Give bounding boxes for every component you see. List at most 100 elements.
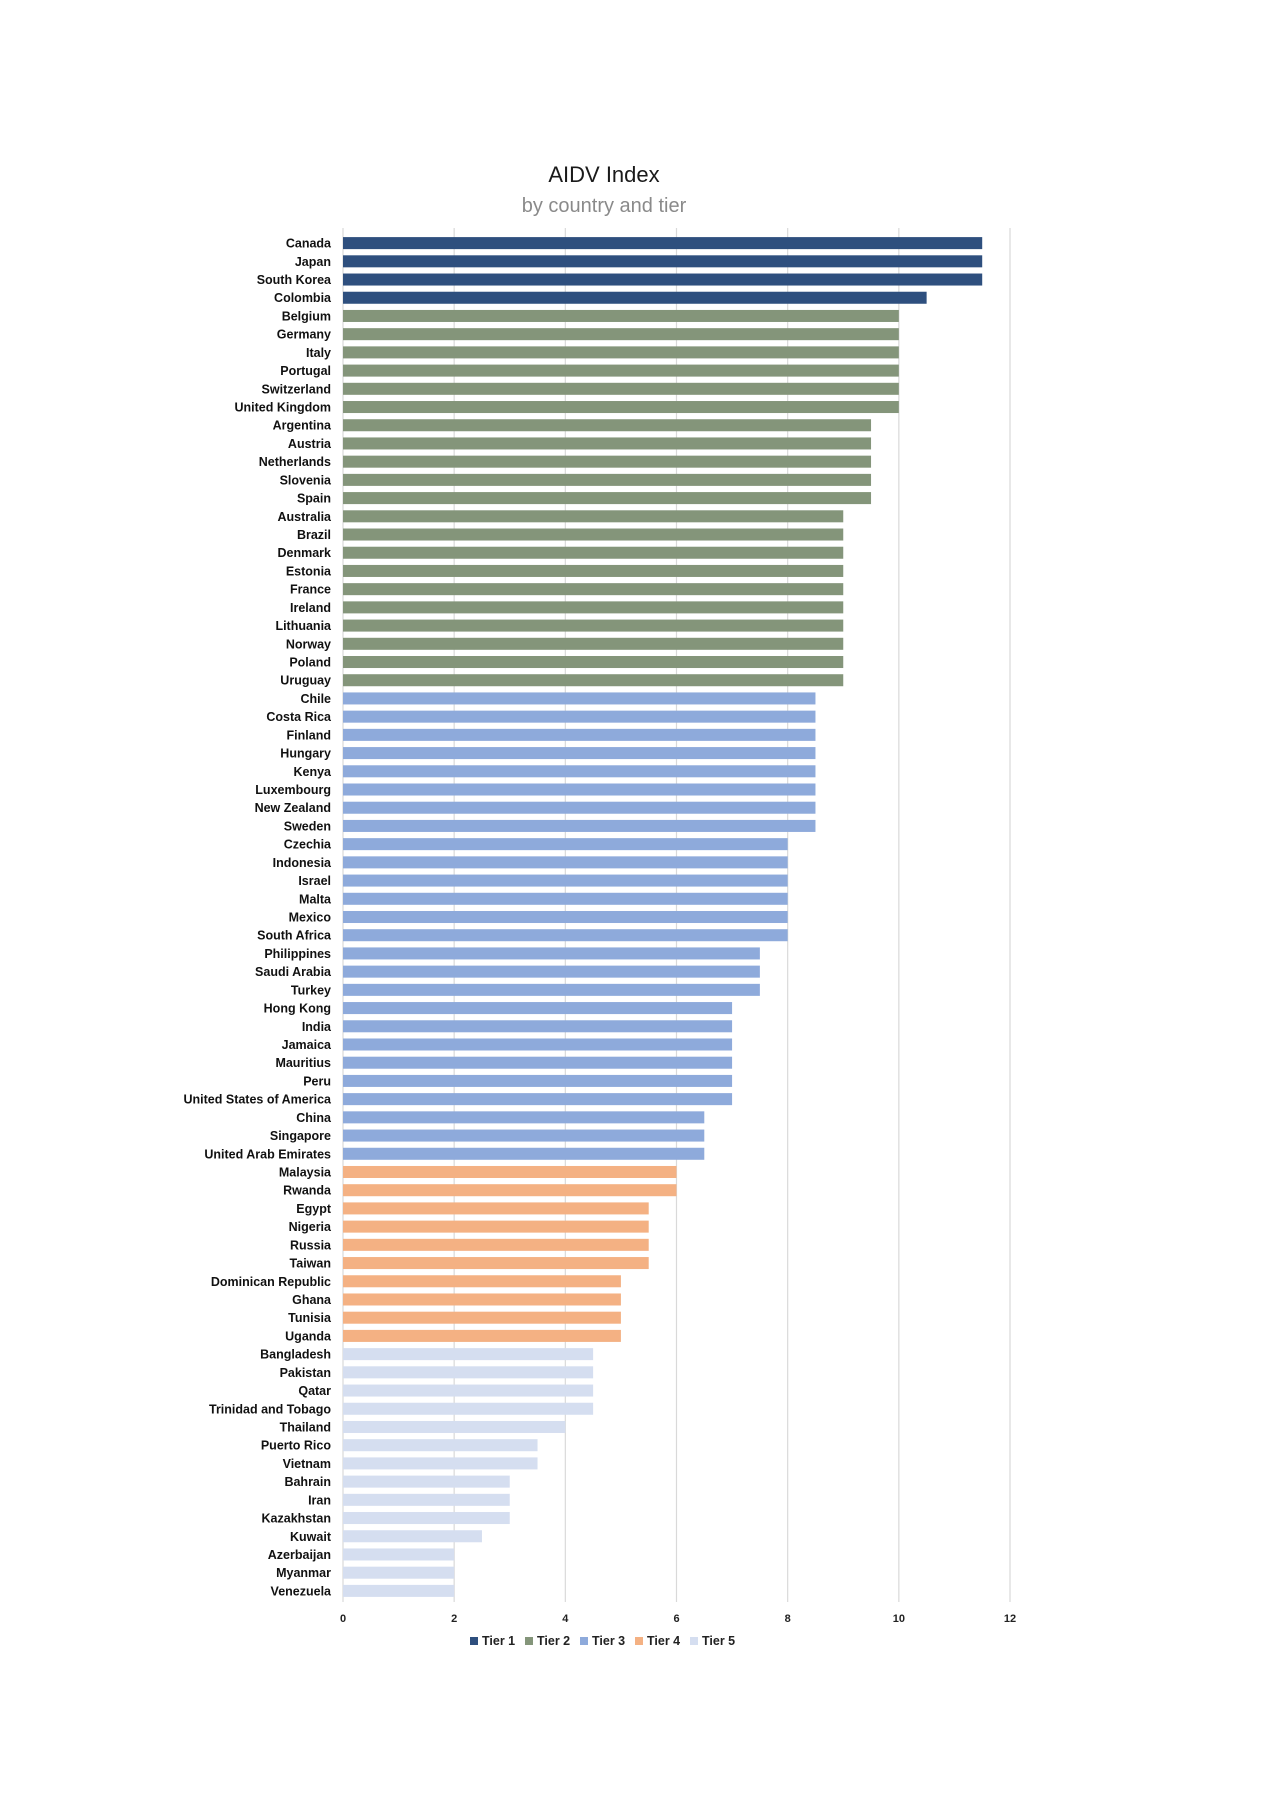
category-label: Czechia — [284, 838, 332, 852]
bar — [343, 856, 788, 869]
bar — [343, 382, 899, 395]
bar — [343, 783, 816, 796]
bar — [343, 1548, 455, 1561]
x-axis-ticks: 0 2 4 6 8 10 12 — [340, 1613, 1016, 1625]
bar — [343, 619, 844, 632]
category-label: Spain — [297, 492, 331, 506]
legend-swatch-tier-1 — [470, 1637, 478, 1645]
category-label: Philippines — [264, 947, 331, 961]
bar — [343, 1129, 705, 1142]
x-tick-label: 0 — [340, 1613, 346, 1625]
bar — [343, 874, 788, 887]
category-label: Slovenia — [280, 473, 332, 487]
bar — [343, 801, 816, 814]
category-label: Canada — [286, 237, 332, 251]
category-label: Colombia — [274, 291, 332, 305]
bar — [343, 255, 983, 268]
x-tick-label: 6 — [673, 1613, 679, 1625]
bar — [343, 1457, 538, 1470]
legend-swatch-tier-2 — [525, 1637, 533, 1645]
category-label: Malaysia — [279, 1165, 332, 1179]
x-tick-label: 2 — [451, 1613, 457, 1625]
bar — [343, 692, 816, 705]
category-label: Kenya — [293, 765, 332, 779]
legend-swatch-tier-4 — [635, 1637, 643, 1645]
category-label: Belgium — [282, 309, 331, 323]
category-label: Japan — [295, 255, 331, 269]
bar — [343, 1420, 566, 1433]
category-label: Venezuela — [271, 1584, 332, 1598]
bar — [343, 437, 872, 450]
bar — [343, 1293, 621, 1306]
bar — [343, 929, 788, 942]
category-label: Luxembourg — [255, 783, 331, 797]
bar — [343, 1584, 455, 1597]
bar — [343, 1530, 482, 1543]
bar — [343, 674, 844, 687]
bar — [343, 1348, 594, 1361]
category-label: Azerbaijan — [268, 1548, 331, 1562]
bar — [343, 1220, 649, 1233]
category-label: Portugal — [280, 364, 331, 378]
bar — [343, 1475, 510, 1488]
bar — [343, 546, 844, 559]
bar — [343, 346, 899, 359]
bar — [343, 656, 844, 669]
category-label: Puerto Rico — [261, 1439, 332, 1453]
category-label: Bangladesh — [260, 1348, 331, 1362]
category-label: Switzerland — [262, 382, 331, 396]
bar — [343, 947, 760, 960]
category-label: Thailand — [280, 1420, 331, 1434]
bar — [343, 1111, 705, 1124]
category-label: Saudi Arabia — [255, 965, 332, 979]
category-label: Jamaica — [282, 1038, 332, 1052]
bar — [343, 1002, 733, 1015]
bars — [343, 237, 983, 1597]
x-tick-label: 8 — [785, 1613, 791, 1625]
category-label: Myanmar — [276, 1566, 331, 1580]
category-label: Dominican Republic — [211, 1275, 331, 1289]
category-label: Germany — [277, 328, 331, 342]
bar — [343, 583, 844, 596]
category-label: Qatar — [298, 1384, 331, 1398]
category-label: Argentina — [273, 419, 332, 433]
bar — [343, 328, 899, 341]
category-label: Hungary — [280, 747, 331, 761]
category-label: Peru — [303, 1074, 331, 1088]
bar — [343, 1020, 733, 1033]
category-label: Iran — [308, 1493, 331, 1507]
category-label: Costa Rica — [266, 710, 332, 724]
category-label: Denmark — [278, 546, 332, 560]
category-label: Bahrain — [284, 1475, 331, 1489]
category-label: South Africa — [257, 929, 332, 943]
category-label: Pakistan — [280, 1366, 331, 1380]
bar — [343, 510, 844, 523]
bar — [343, 601, 844, 614]
category-label: Mauritius — [275, 1056, 331, 1070]
bar — [343, 965, 760, 978]
legend: Tier 1 Tier 2 Tier 3 Tier 4 Tier 5 — [470, 1634, 735, 1648]
category-label: Chile — [300, 692, 331, 706]
bar — [343, 747, 816, 760]
category-label: Taiwan — [290, 1257, 331, 1271]
bar — [343, 309, 899, 322]
category-label: Lithuania — [275, 619, 332, 633]
legend-label-tier-2: Tier 2 — [537, 1634, 570, 1648]
bar — [343, 838, 788, 851]
category-label: Kazakhstan — [262, 1512, 331, 1526]
bar — [343, 291, 927, 304]
category-label: Ghana — [292, 1293, 332, 1307]
category-label: United Arab Emirates — [204, 1147, 331, 1161]
category-label: Austria — [288, 437, 332, 451]
category-label: Kuwait — [290, 1530, 332, 1544]
legend-label-tier-1: Tier 1 — [482, 1634, 515, 1648]
legend-label-tier-3: Tier 3 — [592, 1634, 625, 1648]
bar — [343, 710, 816, 723]
category-label: Mexico — [289, 911, 332, 925]
category-label: Tunisia — [288, 1311, 332, 1325]
category-label: Uganda — [285, 1329, 332, 1343]
bar — [343, 1566, 455, 1579]
bar — [343, 401, 899, 414]
x-tick-label: 4 — [562, 1613, 569, 1625]
